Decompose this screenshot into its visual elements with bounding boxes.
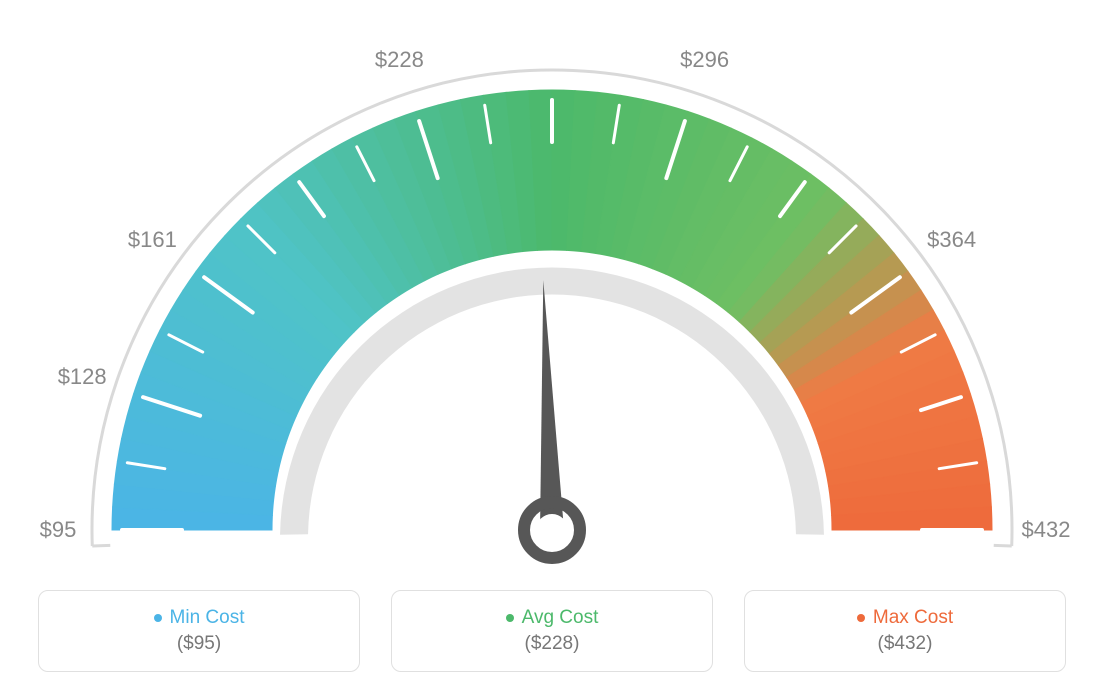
tick-label: $161 [128,227,177,253]
legend-card-avg: Avg Cost ($228) [391,590,713,672]
legend-dot-avg [506,614,514,622]
gauge-svg [0,0,1104,580]
legend-label-avg: Avg Cost [522,607,599,629]
legend-label-min: Min Cost [170,607,245,629]
legend-label-max: Max Cost [873,607,953,629]
tick-label: $364 [927,227,976,253]
legend-dot-min [154,614,162,622]
legend-value-min: ($95) [177,633,221,655]
legend-top: Max Cost [857,607,953,629]
gauge-chart-container: $95 $128 $161 $228 $296 $364 $432 Min Cost ($9… [0,0,1104,690]
legend-card-max: Max Cost ($432) [744,590,1066,672]
gauge-needle [540,280,564,530]
tick-label: $228 [375,47,424,73]
legend-value-max: ($432) [878,633,933,655]
tick-label: $128 [58,364,107,390]
legend-value-avg: ($228) [525,633,580,655]
tick-label: $296 [680,47,729,73]
legend-row: Min Cost ($95) Avg Cost ($228) Max Cost … [0,590,1104,672]
legend-dot-max [857,614,865,622]
tick-label: $432 [1022,517,1071,543]
legend-top: Min Cost [154,607,245,629]
legend-top: Avg Cost [506,607,599,629]
tick-label: $95 [40,517,77,543]
legend-card-min: Min Cost ($95) [38,590,360,672]
gauge-area: $95 $128 $161 $228 $296 $364 $432 [0,0,1104,580]
